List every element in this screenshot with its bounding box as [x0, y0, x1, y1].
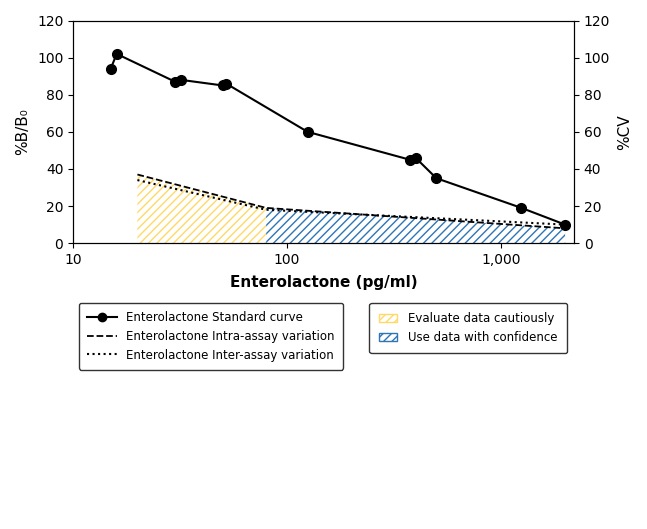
Legend: Evaluate data cautiously, Use data with confidence: Evaluate data cautiously, Use data with …: [369, 303, 567, 353]
Enterolactone Standard curve: [113, 51, 120, 57]
Enterolactone Standard curve: [432, 175, 440, 181]
Enterolactone Standard curve: [303, 129, 311, 135]
Polygon shape: [266, 208, 565, 243]
Polygon shape: [266, 208, 565, 243]
Enterolactone Intra-assay variation: [262, 205, 270, 211]
Enterolactone Standard curve: [171, 79, 179, 85]
Enterolactone Standard curve: [107, 66, 115, 72]
X-axis label: Enterolactone (pg/ml): Enterolactone (pg/ml): [230, 275, 417, 290]
Enterolactone Standard curve: [177, 77, 185, 83]
Enterolactone Intra-assay variation: [561, 225, 569, 232]
Enterolactone Inter-assay variation: [561, 222, 569, 228]
Line: Enterolactone Intra-assay variation: Enterolactone Intra-assay variation: [137, 175, 565, 229]
Enterolactone Standard curve: [406, 157, 413, 163]
Enterolactone Standard curve: [561, 222, 569, 228]
Polygon shape: [137, 175, 266, 243]
Enterolactone Standard curve: [411, 154, 419, 161]
Line: Enterolactone Inter-assay variation: Enterolactone Inter-assay variation: [137, 180, 565, 225]
Enterolactone Inter-assay variation: [262, 207, 270, 213]
Enterolactone Standard curve: [518, 205, 525, 211]
Y-axis label: %CV: %CV: [617, 114, 632, 150]
Enterolactone Intra-assay variation: [133, 171, 141, 178]
Enterolactone Standard curve: [223, 80, 230, 87]
Enterolactone Inter-assay variation: [133, 177, 141, 183]
Y-axis label: %B/B₀: %B/B₀: [15, 108, 30, 156]
Enterolactone Standard curve: [219, 83, 226, 89]
Polygon shape: [137, 175, 266, 243]
Line: Enterolactone Standard curve: Enterolactone Standard curve: [106, 49, 570, 230]
